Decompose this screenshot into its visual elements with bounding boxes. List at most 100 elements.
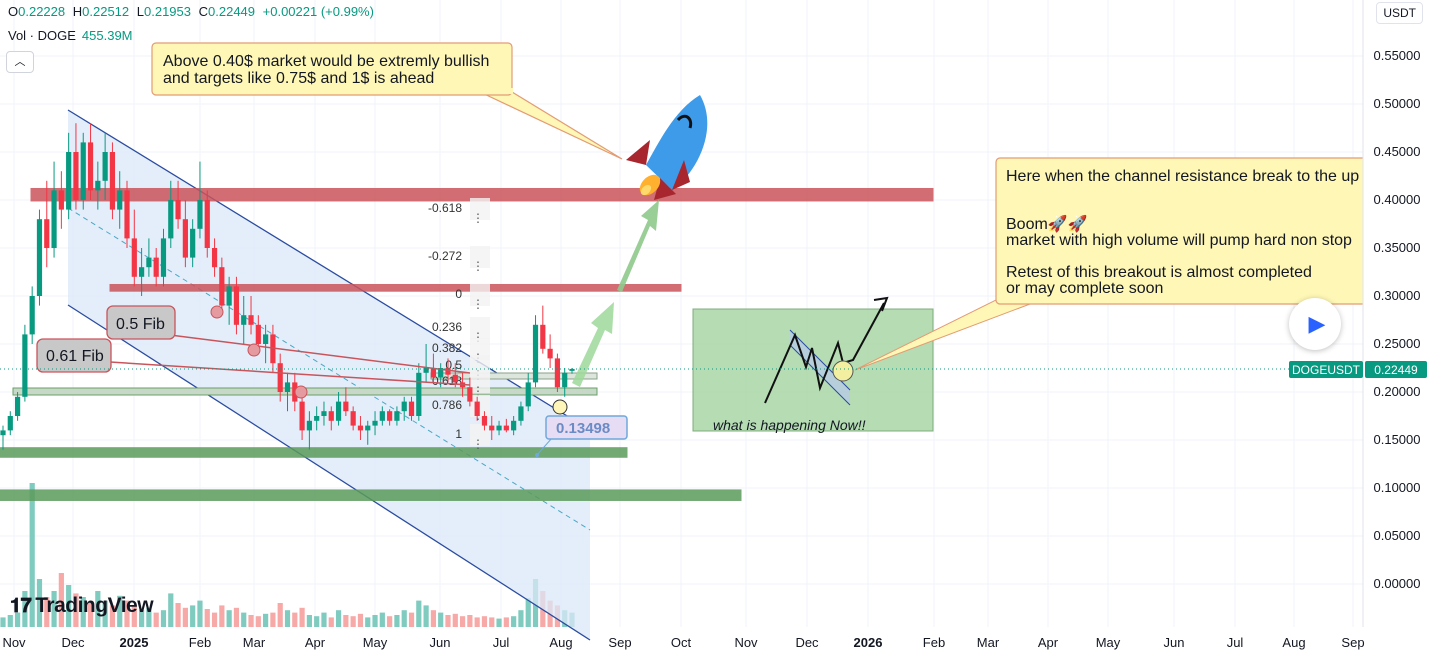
candle-body xyxy=(14,396,21,416)
volume-bar xyxy=(29,483,35,627)
x-tick-label: 2026 xyxy=(854,635,883,650)
svg-text:Retest of this breakout is alm: Retest of this breakout is almost comple… xyxy=(1006,264,1312,281)
candle-body xyxy=(481,416,488,426)
volume-bar xyxy=(146,607,152,627)
fib-label-061: 0.61 Fib xyxy=(36,338,112,373)
candle-body xyxy=(29,296,35,335)
svg-text:Boom🚀🚀: Boom🚀🚀 xyxy=(1006,214,1088,233)
candle-body xyxy=(131,238,137,277)
candle-body xyxy=(233,286,240,325)
support-zone-014 xyxy=(0,447,628,458)
fib-level-label: 0.236 xyxy=(432,320,462,334)
x-tick-label: May xyxy=(363,635,388,650)
collapse-legend-button[interactable]: ︿ xyxy=(6,51,34,73)
volume-bar xyxy=(328,617,334,627)
volume-bar xyxy=(423,605,429,627)
volume-bar xyxy=(139,610,145,627)
candle-body xyxy=(423,368,429,373)
candle-body xyxy=(314,416,320,421)
volume-bar xyxy=(160,610,167,627)
price-axis[interactable] xyxy=(1363,0,1431,655)
volume-bar xyxy=(58,573,64,627)
candle-body xyxy=(182,219,188,258)
candle-body xyxy=(226,286,232,306)
volume-bar xyxy=(321,612,327,627)
y-axis-ticks: 0.55000 0.50000 0.45000 0.40000 0.35000 0.300… xyxy=(1374,48,1421,591)
tradingview-logo[interactable]: 𝟏𝟕 TradingView xyxy=(10,594,154,618)
y-tick-label: 0.00000 xyxy=(1374,576,1421,591)
tradingview-logo-icon: 𝟏𝟕 xyxy=(10,595,32,617)
currency-selector[interactable]: USDT xyxy=(1376,2,1423,24)
volume-bar xyxy=(277,603,283,627)
candle-body xyxy=(168,200,174,239)
candle-body xyxy=(241,315,247,325)
svg-text:DOGEUSDT: DOGEUSDT xyxy=(1292,363,1361,377)
candle-body xyxy=(387,411,393,421)
volume-bar xyxy=(117,595,123,627)
candle-body xyxy=(467,387,473,402)
volume-value: 455.39M xyxy=(81,28,133,43)
x-tick-label: Feb xyxy=(189,635,211,650)
svg-text:and targets like 0.75$ and 1$: and targets like 0.75$ and 1$ is ahead xyxy=(163,70,434,87)
candle-body xyxy=(80,142,86,200)
candle-body xyxy=(394,411,400,421)
resistance-zone-030 xyxy=(109,283,682,292)
candle-body xyxy=(452,374,458,383)
volume-bar xyxy=(518,610,524,627)
high-label: H xyxy=(72,4,83,19)
candle-body xyxy=(263,334,269,344)
x-tick-label: Aug xyxy=(549,635,572,650)
fib-dots: ⋮ xyxy=(472,437,484,451)
support-zone-009 xyxy=(0,489,742,501)
candle-body xyxy=(0,430,6,436)
volume-bar xyxy=(503,617,509,627)
candle-body xyxy=(416,372,422,416)
svg-text:market with high volume will p: market with high volume will pump hard n… xyxy=(1006,232,1352,249)
volume-bar xyxy=(7,615,13,627)
candle-body xyxy=(357,425,364,431)
x-tick-label: Mar xyxy=(243,635,266,650)
volume-bar xyxy=(36,579,43,627)
x-tick-label: Dec xyxy=(795,635,819,650)
candle-body xyxy=(532,324,539,383)
volume-bar xyxy=(168,593,174,627)
fib-levels: -0.618⋮-0.272⋮0⋮0.236⋮0.382⋮0.5⋮0.618⋮0.… xyxy=(428,198,490,451)
fib-band xyxy=(470,371,490,393)
volume-bar xyxy=(211,612,218,627)
volume-bar xyxy=(190,605,196,627)
candle-body xyxy=(204,200,210,248)
candle-body xyxy=(277,363,283,392)
open-value: 0.22228 xyxy=(18,4,66,19)
y-tick-label: 0.15000 xyxy=(1374,432,1421,447)
volume-bar xyxy=(343,615,349,627)
candle-body xyxy=(36,219,43,296)
volume-bar xyxy=(204,609,210,627)
x-tick-label: Oct xyxy=(671,635,692,650)
candle-body xyxy=(379,411,385,421)
fib-level-label: 0.382 xyxy=(432,341,462,355)
candle-body xyxy=(95,180,101,191)
volume-bar xyxy=(379,612,385,627)
low-value: 0.21953 xyxy=(144,4,191,19)
x-tick-label: Jul xyxy=(1227,635,1244,650)
volume-bar xyxy=(372,615,378,627)
volume-bar xyxy=(459,616,466,627)
x-tick-label: Aug xyxy=(1282,635,1305,650)
channel-lower-line xyxy=(67,304,591,641)
candle-body xyxy=(153,257,159,277)
x-tick-label: Jun xyxy=(1164,635,1185,650)
volume-bar xyxy=(481,616,488,627)
volume-label: Vol · DOGE xyxy=(8,28,76,43)
candle-body xyxy=(175,200,181,220)
price-tag: 0.13498 xyxy=(535,415,628,457)
candle-body xyxy=(58,190,64,210)
volume-bar xyxy=(394,615,400,627)
volume-bar xyxy=(270,612,276,627)
svg-text:what is happening Now!!: what is happening Now!! xyxy=(713,417,866,433)
volume-bar xyxy=(248,615,254,627)
play-button[interactable]: ▶ xyxy=(1289,298,1341,350)
volume-bar xyxy=(350,616,356,627)
volume-bar xyxy=(124,600,130,627)
x-tick-label: Apr xyxy=(1038,635,1059,650)
